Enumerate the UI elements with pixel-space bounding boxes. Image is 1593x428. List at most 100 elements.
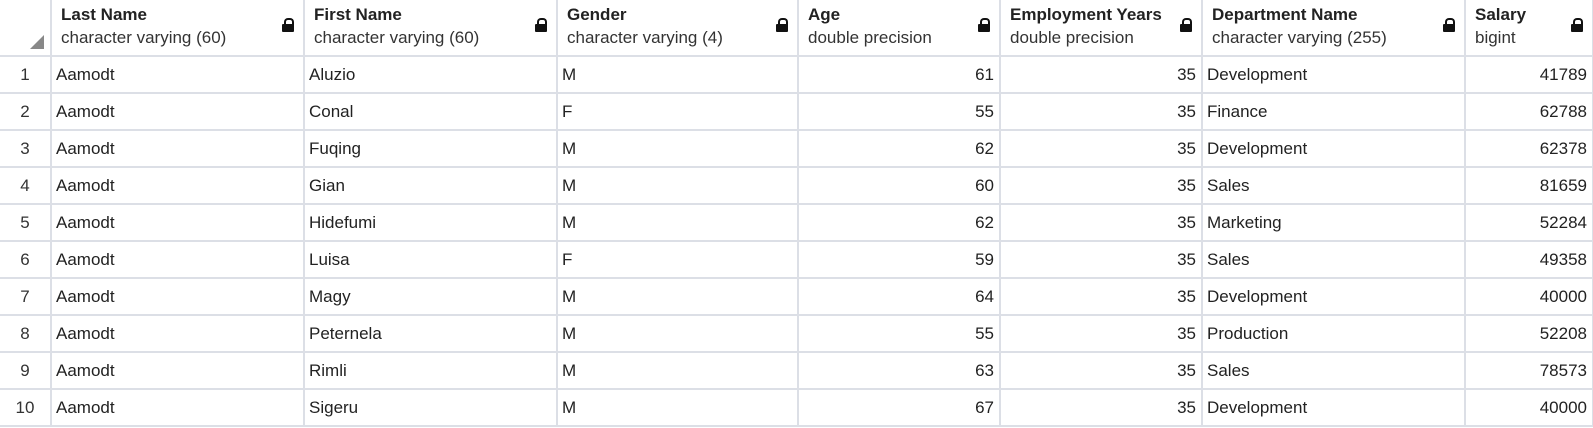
cell-age[interactable]: 64 <box>798 278 1001 316</box>
cell-department-name[interactable]: Finance <box>1202 93 1466 131</box>
cell-salary[interactable]: 81659 <box>1465 167 1593 205</box>
cell-gender[interactable]: M <box>557 278 799 316</box>
column-header-gender[interactable]: Gender character varying (4) <box>557 0 799 57</box>
cell-last-name[interactable]: Aamodt <box>51 315 305 353</box>
cell-gender[interactable]: M <box>557 315 799 353</box>
cell-age[interactable]: 59 <box>798 241 1001 279</box>
cell-employment-years[interactable]: 35 <box>1000 204 1203 242</box>
cell-salary[interactable]: 78573 <box>1465 352 1593 390</box>
column-header-last-name[interactable]: Last Name character varying (60) <box>51 0 305 57</box>
cell-employment-years[interactable]: 35 <box>1000 93 1203 131</box>
table-row[interactable]: 2 Aamodt Conal F 55 35 Finance 62788 <box>0 93 1593 131</box>
row-number-cell[interactable]: 10 <box>0 389 52 427</box>
cell-last-name[interactable]: Aamodt <box>51 93 305 131</box>
column-header-first-name[interactable]: First Name character varying (60) <box>304 0 558 57</box>
cell-salary[interactable]: 62378 <box>1465 130 1593 168</box>
cell-age[interactable]: 55 <box>798 315 1001 353</box>
cell-salary[interactable]: 52208 <box>1465 315 1593 353</box>
cell-salary[interactable]: 40000 <box>1465 278 1593 316</box>
table-row[interactable]: 5 Aamodt Hidefumi M 62 35 Marketing 52284 <box>0 204 1593 242</box>
cell-age[interactable]: 55 <box>798 93 1001 131</box>
cell-employment-years[interactable]: 35 <box>1000 56 1203 94</box>
cell-department-name[interactable]: Production <box>1202 315 1466 353</box>
row-number-cell[interactable]: 7 <box>0 278 52 316</box>
cell-employment-years[interactable]: 35 <box>1000 389 1203 427</box>
cell-last-name[interactable]: Aamodt <box>51 241 305 279</box>
cell-last-name[interactable]: Aamodt <box>51 204 305 242</box>
column-header-salary[interactable]: Salary bigint <box>1465 0 1593 57</box>
cell-gender[interactable]: M <box>557 389 799 427</box>
cell-last-name[interactable]: Aamodt <box>51 56 305 94</box>
column-name: Employment Years <box>1010 5 1162 24</box>
column-header-age[interactable]: Age double precision <box>798 0 1001 57</box>
cell-employment-years[interactable]: 35 <box>1000 130 1203 168</box>
cell-department-name[interactable]: Development <box>1202 389 1466 427</box>
row-number-cell[interactable]: 9 <box>0 352 52 390</box>
cell-employment-years[interactable]: 35 <box>1000 278 1203 316</box>
table-row[interactable]: 4 Aamodt Gian M 60 35 Sales 81659 <box>0 167 1593 205</box>
table-row[interactable]: 6 Aamodt Luisa F 59 35 Sales 49358 <box>0 241 1593 279</box>
select-all-corner[interactable] <box>0 0 52 57</box>
cell-department-name[interactable]: Development <box>1202 130 1466 168</box>
cell-last-name[interactable]: Aamodt <box>51 278 305 316</box>
cell-gender[interactable]: F <box>557 241 799 279</box>
cell-department-name[interactable]: Sales <box>1202 352 1466 390</box>
table-row[interactable]: 9 Aamodt Rimli M 63 35 Sales 78573 <box>0 352 1593 390</box>
row-number-cell[interactable]: 8 <box>0 315 52 353</box>
cell-last-name[interactable]: Aamodt <box>51 130 305 168</box>
cell-employment-years[interactable]: 35 <box>1000 167 1203 205</box>
cell-first-name[interactable]: Fuqing <box>304 130 558 168</box>
cell-gender[interactable]: F <box>557 93 799 131</box>
cell-salary[interactable]: 62788 <box>1465 93 1593 131</box>
cell-first-name[interactable]: Hidefumi <box>304 204 558 242</box>
row-number-cell[interactable]: 5 <box>0 204 52 242</box>
table-row[interactable]: 1 Aamodt Aluzio M 61 35 Development 41789 <box>0 56 1593 94</box>
cell-gender[interactable]: M <box>557 167 799 205</box>
cell-first-name[interactable]: Peternela <box>304 315 558 353</box>
cell-age[interactable]: 62 <box>798 204 1001 242</box>
cell-age[interactable]: 60 <box>798 167 1001 205</box>
cell-age[interactable]: 63 <box>798 352 1001 390</box>
cell-last-name[interactable]: Aamodt <box>51 167 305 205</box>
cell-employment-years[interactable]: 35 <box>1000 241 1203 279</box>
cell-department-name[interactable]: Sales <box>1202 241 1466 279</box>
row-number-cell[interactable]: 6 <box>0 241 52 279</box>
cell-age[interactable]: 61 <box>798 56 1001 94</box>
cell-age[interactable]: 62 <box>798 130 1001 168</box>
cell-salary[interactable]: 49358 <box>1465 241 1593 279</box>
table-row[interactable]: 7 Aamodt Magy M 64 35 Development 40000 <box>0 278 1593 316</box>
table-row[interactable]: 8 Aamodt Peternela M 55 35 Production 52208 <box>0 315 1593 353</box>
cell-last-name[interactable]: Aamodt <box>51 352 305 390</box>
cell-gender[interactable]: M <box>557 352 799 390</box>
row-number-cell[interactable]: 2 <box>0 93 52 131</box>
cell-first-name[interactable]: Luisa <box>304 241 558 279</box>
cell-salary[interactable]: 52284 <box>1465 204 1593 242</box>
cell-age[interactable]: 67 <box>798 389 1001 427</box>
cell-department-name[interactable]: Development <box>1202 56 1466 94</box>
cell-first-name[interactable]: Conal <box>304 93 558 131</box>
cell-last-name[interactable]: Aamodt <box>51 389 305 427</box>
row-number-cell[interactable]: 4 <box>0 167 52 205</box>
cell-salary[interactable]: 40000 <box>1465 389 1593 427</box>
row-number-cell[interactable]: 3 <box>0 130 52 168</box>
cell-gender[interactable]: M <box>557 56 799 94</box>
table-row[interactable]: 10 Aamodt Sigeru M 67 35 Development 40000 <box>0 389 1593 427</box>
cell-first-name[interactable]: Rimli <box>304 352 558 390</box>
row-number-cell[interactable]: 1 <box>0 56 52 94</box>
column-header-department-name[interactable]: Department Name character varying (255) <box>1202 0 1466 57</box>
column-name: Salary <box>1475 5 1527 24</box>
cell-employment-years[interactable]: 35 <box>1000 352 1203 390</box>
cell-gender[interactable]: M <box>557 130 799 168</box>
column-header-employment-years[interactable]: Employment Years double precision <box>1000 0 1203 57</box>
cell-first-name[interactable]: Magy <box>304 278 558 316</box>
cell-first-name[interactable]: Gian <box>304 167 558 205</box>
cell-first-name[interactable]: Aluzio <box>304 56 558 94</box>
cell-department-name[interactable]: Development <box>1202 278 1466 316</box>
cell-first-name[interactable]: Sigeru <box>304 389 558 427</box>
cell-gender[interactable]: M <box>557 204 799 242</box>
table-row[interactable]: 3 Aamodt Fuqing M 62 35 Development 62378 <box>0 130 1593 168</box>
cell-department-name[interactable]: Sales <box>1202 167 1466 205</box>
cell-salary[interactable]: 41789 <box>1465 56 1593 94</box>
cell-employment-years[interactable]: 35 <box>1000 315 1203 353</box>
cell-department-name[interactable]: Marketing <box>1202 204 1466 242</box>
